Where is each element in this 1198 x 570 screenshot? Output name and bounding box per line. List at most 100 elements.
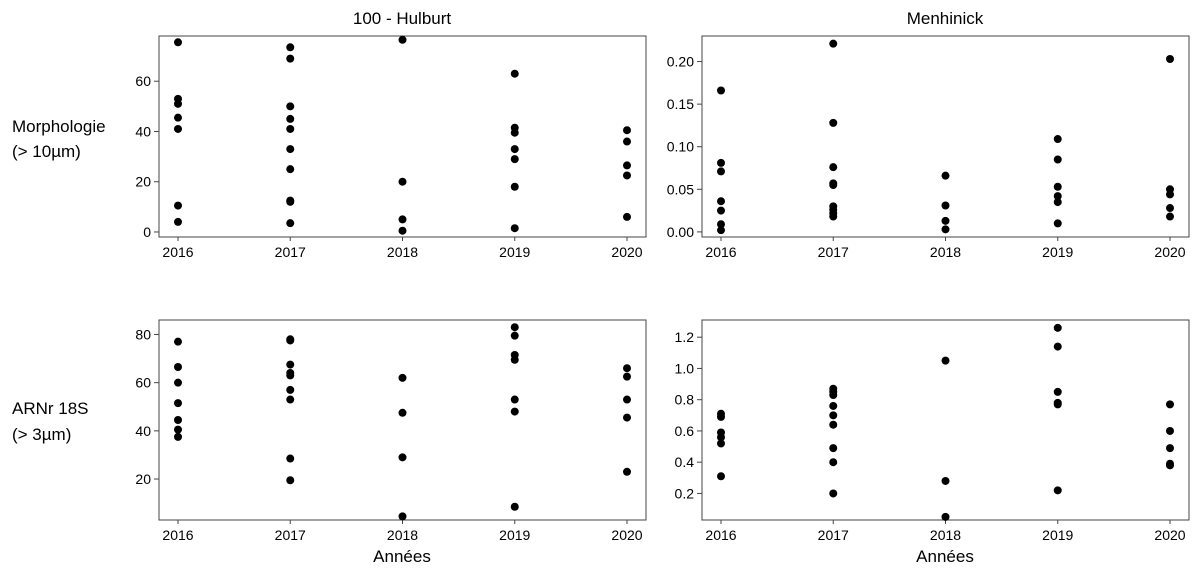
- data-point: [510, 502, 519, 511]
- data-point: [174, 201, 182, 210]
- data-point: [1166, 400, 1174, 409]
- data-point: [1053, 182, 1062, 191]
- data-point: [1053, 342, 1062, 351]
- panel-top-right: 0.00 0.05 0.10 0.15 0.20 2016 2017 2018 2019 2020: [667, 35, 1190, 260]
- data-point: [174, 124, 182, 133]
- data-point: [717, 412, 725, 421]
- data-point: [1053, 135, 1062, 144]
- data-point: [717, 433, 725, 442]
- x-tick-label: 2016: [705, 527, 736, 543]
- data-point: [941, 171, 950, 180]
- x-tick-label: 2020: [611, 244, 642, 260]
- data-point: [623, 467, 631, 476]
- data-point: [1166, 444, 1174, 453]
- data-point: [510, 323, 519, 332]
- x-tick-label: 2020: [1154, 527, 1185, 543]
- y-tick-label: 60: [135, 375, 151, 391]
- y-tick-label: 0: [143, 224, 151, 240]
- data-point: [174, 337, 182, 346]
- panel-top-left: 0 20 40 60 2016 2017 2018 2019 2020: [135, 35, 647, 260]
- data-point: [286, 219, 295, 228]
- plot-frame: [158, 35, 647, 238]
- data-point: [941, 512, 950, 521]
- data-point: [941, 356, 950, 365]
- data-point: [174, 416, 182, 424]
- x-tick-label: 2016: [162, 244, 193, 260]
- data-point: [398, 226, 407, 235]
- data-point: [1166, 212, 1174, 221]
- data-point: [717, 226, 725, 235]
- data-point: [286, 371, 295, 380]
- y-tick-label: 0.6: [675, 423, 695, 439]
- data-point: [829, 411, 838, 420]
- data-point: [1053, 323, 1062, 332]
- x-tick-label: 2019: [1042, 244, 1073, 260]
- data-point: [717, 167, 725, 176]
- data-point: [829, 420, 838, 429]
- data-point: [510, 407, 519, 416]
- panel-bottom-right: 0.2 0.4 0.6 0.8 1.0 1.2 2016 2017 2018 2019 2020: [675, 319, 1190, 543]
- x-tick-label: 2020: [1154, 244, 1185, 260]
- y-tick-label: 0.2: [675, 485, 695, 501]
- data-point: [623, 171, 631, 180]
- data-point: [1166, 461, 1174, 470]
- data-point: [829, 163, 838, 172]
- data-point: [1053, 219, 1062, 228]
- data-point: [623, 126, 631, 135]
- data-point: [286, 336, 295, 345]
- y-tick-label: 0.20: [667, 54, 694, 70]
- data-point: [829, 212, 838, 221]
- data-point: [174, 113, 182, 122]
- data-point: [717, 86, 725, 95]
- y-tick-label: 40: [135, 123, 151, 139]
- data-point: [1166, 426, 1174, 435]
- y-tick-label: 0.8: [675, 392, 695, 408]
- data-point: [1166, 54, 1174, 63]
- data-point: [510, 69, 519, 78]
- y-tick-label: 40: [135, 423, 151, 439]
- panel-bottom-left: 20 40 60 80 2016 2017 2018 2019 2020: [135, 319, 647, 543]
- data-point: [398, 373, 407, 382]
- data-point: [1053, 486, 1062, 495]
- data-point: [286, 124, 295, 133]
- data-point: [286, 54, 295, 63]
- x-tick-label: 2016: [705, 244, 736, 260]
- data-point: [1053, 198, 1062, 207]
- data-point: [829, 444, 838, 453]
- data-point: [510, 224, 519, 233]
- data-point: [398, 177, 407, 186]
- data-point: [717, 197, 725, 206]
- data-point: [398, 35, 407, 44]
- data-point: [398, 453, 407, 462]
- data-point: [623, 137, 631, 146]
- data-point: [174, 99, 182, 108]
- data-point: [510, 355, 519, 364]
- data-point: [286, 360, 295, 369]
- data-point: [286, 43, 295, 52]
- data-point: [286, 395, 295, 404]
- data-point: [174, 38, 182, 47]
- data-point: [1053, 155, 1062, 164]
- plot-frame: [158, 319, 647, 521]
- data-point: [286, 476, 295, 485]
- data-point: [510, 331, 519, 340]
- y-tick-label: 0.00: [667, 224, 694, 240]
- x-tick-label: 2017: [275, 527, 306, 543]
- data-point: [1053, 387, 1062, 396]
- x-tick-label: 2016: [162, 527, 193, 543]
- x-tick-label: 2019: [1042, 527, 1073, 543]
- data-point: [623, 212, 631, 221]
- data-point: [510, 395, 519, 404]
- data-point: [286, 197, 295, 206]
- data-point: [510, 145, 519, 154]
- data-point: [623, 372, 631, 381]
- data-point: [174, 378, 182, 387]
- x-tick-label: 2020: [611, 527, 642, 543]
- data-point: [286, 102, 295, 111]
- data-point: [829, 39, 838, 48]
- y-tick-label: 0.05: [667, 181, 694, 197]
- data-point: [829, 118, 838, 127]
- x-tick-label: 2017: [818, 527, 849, 543]
- data-point: [717, 472, 725, 481]
